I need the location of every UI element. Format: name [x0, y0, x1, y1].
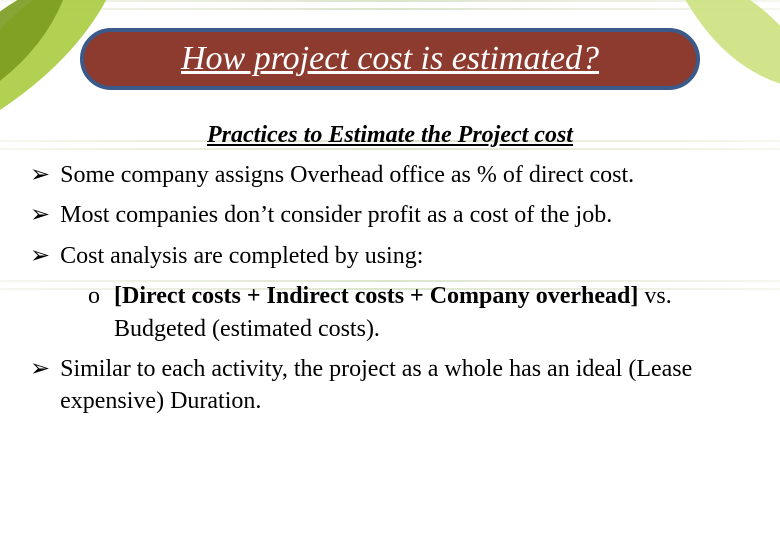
bullet-text: Cost analysis are completed by using:	[60, 240, 750, 272]
title-band: How project cost is estimated?	[80, 28, 700, 90]
bullet-item: ➢ Some company assigns Overhead office a…	[30, 159, 750, 191]
bullet-marker-icon: ➢	[30, 240, 50, 272]
sub-bullet-text: [Direct costs + Indirect costs + Company…	[114, 280, 750, 345]
bullet-item: ➢ Most companies don’t consider profit a…	[30, 199, 750, 231]
slide-title: How project cost is estimated?	[181, 40, 599, 78]
sub-bullet-item: o [Direct costs + Indirect costs + Compa…	[88, 280, 750, 345]
bullet-marker-icon: ➢	[30, 159, 50, 191]
subtitle: Practices to Estimate the Project cost	[30, 122, 750, 149]
bullet-item: ➢ Similar to each activity, the project …	[30, 353, 750, 418]
bullet-text: Similar to each activity, the project as…	[60, 353, 750, 418]
bullet-item: ➢ Cost analysis are completed by using:	[30, 240, 750, 272]
bg-line	[0, 0, 780, 2]
bullet-text: Most companies don’t consider profit as …	[60, 199, 750, 231]
sub-bullet-marker-icon: o	[88, 280, 100, 345]
formula-bold: [Direct costs + Indirect costs + Company…	[114, 283, 638, 309]
bullet-marker-icon: ➢	[30, 353, 50, 418]
bullet-marker-icon: ➢	[30, 199, 50, 231]
content-area: Practices to Estimate the Project cost ➢…	[30, 122, 750, 426]
bullet-text: Some company assigns Overhead office as …	[60, 159, 750, 191]
bg-line	[0, 8, 780, 10]
